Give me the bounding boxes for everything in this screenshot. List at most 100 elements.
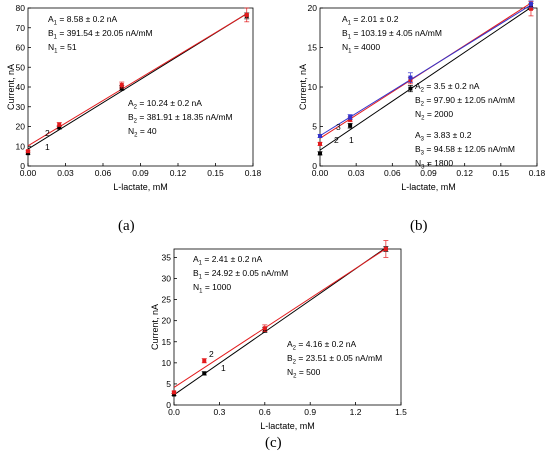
p3-y-tick-label: 20 xyxy=(162,316,172,326)
p3-series-label-2: 2 xyxy=(209,349,214,359)
p1-y-tick-label: 80 xyxy=(16,3,26,13)
p1-y-tick-label: 20 xyxy=(16,122,26,132)
p3-data-point-2 xyxy=(172,390,176,395)
p2-series-label-1: 1 xyxy=(349,135,354,145)
p3-x-tick-label: 1.5 xyxy=(395,407,407,417)
p2-y-axis-label: Current, nA xyxy=(298,64,308,110)
p2-x-axis-label: L-lactate, mM xyxy=(401,182,456,192)
p1-y-tick-label: 30 xyxy=(16,102,26,112)
p1-annotation-line: N1 = 51 xyxy=(48,42,77,55)
p3-y-tick-label: 0 xyxy=(166,400,171,410)
p3-x-tick-label: 0.3 xyxy=(213,407,225,417)
p3-data-point-2 xyxy=(383,247,388,251)
p2-data-point-3 xyxy=(348,115,353,120)
p2-data-point-1 xyxy=(318,151,322,156)
p2-y-tick-label: 15 xyxy=(308,43,318,53)
p3-annotation-line: B2 = 23.51 ± 0.05 nA/mM xyxy=(287,353,382,366)
p3-x-tick-label: 0.0 xyxy=(168,407,180,417)
p2-x-tick-label: 0.00 xyxy=(312,168,329,178)
p1-data-point-2 xyxy=(26,149,30,154)
p2-x-tick-label: 0.15 xyxy=(493,168,510,178)
p3-annotation-line: A1 = 2.41 ± 0.2 nA xyxy=(193,254,263,267)
p3-x-tick-label: 0.6 xyxy=(259,407,271,417)
p2-y-tick-label: 5 xyxy=(312,122,317,132)
p2-data-point-2 xyxy=(528,6,533,11)
p1-y-axis-label: Current, nA xyxy=(6,64,16,110)
p3-y-tick-label: 15 xyxy=(162,337,172,347)
p1-series-label-1: 1 xyxy=(45,142,50,152)
p2-data-point-1 xyxy=(348,123,353,128)
p2-data-point-3 xyxy=(408,75,413,80)
p1-x-tick-label: 0.15 xyxy=(207,168,224,178)
p1-annotation-line: N2 = 40 xyxy=(128,126,157,139)
p3-x-axis-label: L-lactate, mM xyxy=(260,421,315,431)
p3-y-tick-label: 35 xyxy=(162,252,172,262)
p1-data-point-2 xyxy=(244,12,249,17)
p1-x-tick-label: 0.18 xyxy=(245,168,262,178)
p3-x-tick-label: 0.9 xyxy=(304,407,316,417)
p1-y-tick-label: 40 xyxy=(16,82,26,92)
p1-y-tick-label: 70 xyxy=(16,23,26,33)
p2-data-point-1 xyxy=(408,86,413,91)
p2-data-point-3 xyxy=(318,133,322,138)
p3-data-point-1 xyxy=(202,371,207,376)
p1-data-point-2 xyxy=(57,122,62,127)
p3-fit-line-2 xyxy=(173,248,387,388)
p2-fit-line-1 xyxy=(319,7,532,151)
p3-annotation-line: A2 = 4.16 ± 0.2 nA xyxy=(287,339,357,352)
p2-x-tick-label: 0.09 xyxy=(420,168,437,178)
p3-plot-frame xyxy=(173,248,402,406)
p2-x-tick-label: 0.03 xyxy=(348,168,365,178)
p1-annotation-line: B2 = 381.91 ± 18.35 nA/mM xyxy=(128,112,233,125)
p3-data-point-1 xyxy=(172,392,176,397)
p1-fit-line-2 xyxy=(27,13,248,147)
p1-x-tick-label: 0.06 xyxy=(95,168,112,178)
p2-data-point-2 xyxy=(318,141,322,146)
p2-x-tick-label: 0.06 xyxy=(384,168,401,178)
p2-y-tick-label: 20 xyxy=(308,3,318,13)
p3-series-label-1: 1 xyxy=(221,363,226,373)
p1-y-tick-label: 60 xyxy=(16,43,26,53)
p1-x-tick-label: 0.03 xyxy=(57,168,74,178)
p2-annotation-line: B1 = 103.19 ± 4.05 nA/mM xyxy=(342,28,442,41)
p2-y-tick-label: 0 xyxy=(312,161,317,171)
p1-y-tick-label: 10 xyxy=(16,141,26,151)
p1-annotation-line: B1 = 391.54 ± 20.05 nA/mM xyxy=(48,28,153,41)
p1-x-tick-label: 0.12 xyxy=(170,168,187,178)
p3-x-tick-label: 1.2 xyxy=(350,407,362,417)
p2-annotation-line: A2 = 3.5 ± 0.2 nA xyxy=(415,81,480,94)
p2-series-label-3: 3 xyxy=(336,122,341,132)
p2-annotation-line: N1 = 4000 xyxy=(342,42,380,55)
p1-y-tick-label: 0 xyxy=(20,161,25,171)
p1-x-tick-label: 0.09 xyxy=(132,168,149,178)
p3-y-tick-label: 25 xyxy=(162,295,172,305)
p2-annotation-line: B2 = 97.90 ± 12.05 nA/mM xyxy=(415,95,515,108)
p1-y-tick-label: 50 xyxy=(16,62,26,72)
p3-y-tick-label: 30 xyxy=(162,274,172,284)
p3-annotation-line: B1 = 24.92 ± 0.05 nA/mM xyxy=(193,268,288,281)
panel-label-c: (c) xyxy=(265,435,282,451)
p1-data-point-1 xyxy=(57,125,62,130)
panel-label-a: (a) xyxy=(118,218,135,234)
p1-annotation-line: A2 = 10.24 ± 0.2 nA xyxy=(128,98,202,111)
p2-annotation-line: N2 = 2000 xyxy=(415,109,453,122)
p3-y-axis-label: Current, nA xyxy=(150,304,160,350)
p1-x-tick-label: 0.00 xyxy=(20,168,37,178)
panel-label-b: (b) xyxy=(410,218,428,234)
p1-series-label-2: 2 xyxy=(45,128,50,138)
p3-data-point-2 xyxy=(262,326,267,331)
p2-data-point-3 xyxy=(528,2,533,7)
p2-annotation-line: A1 = 2.01 ± 0.2 xyxy=(342,14,399,27)
p2-annotation-line: N3 = 1800 xyxy=(415,158,453,171)
p1-data-point-2 xyxy=(119,83,124,88)
p3-y-tick-label: 10 xyxy=(162,358,172,368)
p3-y-tick-label: 5 xyxy=(166,379,171,389)
p1-annotation-line: A1 = 8.58 ± 0.2 nA xyxy=(48,14,118,27)
p2-series-label-2: 2 xyxy=(334,135,339,145)
p3-data-point-2 xyxy=(202,358,207,363)
p2-annotation-line: A3 = 3.83 ± 0.2 xyxy=(415,130,472,143)
p2-annotation-line: B3 = 94.58 ± 12.05 nA/mM xyxy=(415,144,515,157)
p2-y-tick-label: 10 xyxy=(308,82,318,92)
p2-x-tick-label: 0.18 xyxy=(529,168,546,178)
